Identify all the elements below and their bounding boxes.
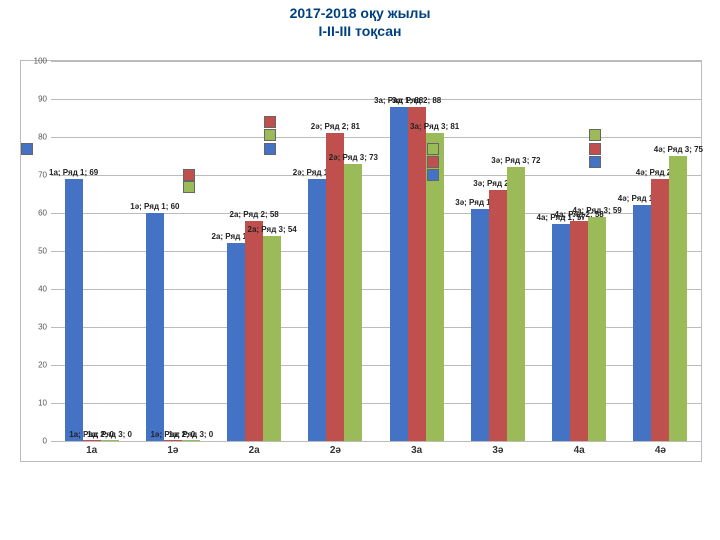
x-category-label: 2а xyxy=(249,445,260,456)
bar xyxy=(651,179,669,441)
legend-marker xyxy=(264,129,276,141)
bar xyxy=(245,221,263,441)
y-tick-label: 70 xyxy=(25,171,47,180)
bar xyxy=(146,213,164,441)
bar xyxy=(308,179,326,441)
plot-area: 01020304050607080901001а; Ряд 1; 691а; Р… xyxy=(51,61,701,441)
bar xyxy=(65,179,83,441)
y-tick-label: 60 xyxy=(25,209,47,218)
bar xyxy=(227,243,245,441)
bar xyxy=(471,209,489,441)
x-category-label: 3а xyxy=(411,445,422,456)
bar xyxy=(390,107,408,441)
legend-marker xyxy=(589,156,601,168)
legend-marker xyxy=(427,169,439,181)
bar-data-label: 3ә; Ряд 3; 72 xyxy=(491,156,540,165)
y-tick-label: 50 xyxy=(25,247,47,256)
x-axis: 1а 1ә 2а 2ә 3а 3ә 4а 4ә xyxy=(51,441,701,461)
bar xyxy=(588,217,606,441)
x-category-label: 1а xyxy=(86,445,97,456)
y-tick-label: 100 xyxy=(25,57,47,66)
bar xyxy=(633,205,651,441)
bar-data-label: 2ә; Ряд 3; 73 xyxy=(329,153,378,162)
title-line1: 2017-2018 оқу жылы xyxy=(0,4,720,22)
y-tick-label: 30 xyxy=(25,323,47,332)
x-category-label: 1ә xyxy=(167,445,178,456)
bar xyxy=(408,107,426,441)
legend-marker xyxy=(427,156,439,168)
bar-data-label: 4а; Ряд 3; 59 xyxy=(573,206,622,215)
bar-data-label: 4ә; Ряд 3; 75 xyxy=(654,145,703,154)
legend-marker xyxy=(589,129,601,141)
bar xyxy=(263,236,281,441)
legend-marker xyxy=(264,116,276,128)
y-tick-label: 80 xyxy=(25,133,47,142)
bar xyxy=(570,221,588,441)
legend-marker xyxy=(427,143,439,155)
x-category-label: 3ә xyxy=(492,445,503,456)
title-line2: I-II-III тоқсан xyxy=(0,22,720,40)
y-tick-label: 10 xyxy=(25,399,47,408)
legend-marker xyxy=(264,143,276,155)
page-root: 2017-2018 оқу жылы I-II-III тоқсан 0 10 20… xyxy=(0,0,720,540)
bar-data-label: 3а; Ряд 2; 88 xyxy=(392,96,441,105)
bar-data-label: 2ә; Ряд 2; 81 xyxy=(311,122,360,131)
chart-title: 2017-2018 оқу жылы I-II-III тоқсан xyxy=(0,0,720,40)
grid-line xyxy=(51,61,701,62)
bar xyxy=(489,190,507,441)
rainbow-decoration xyxy=(0,460,720,540)
x-category-label: 2ә xyxy=(330,445,341,456)
y-tick-label: 40 xyxy=(25,285,47,294)
bar-data-label: 1а; Ряд 3; 0 xyxy=(87,430,132,439)
bar-data-label: 1ә; Ряд 1; 60 xyxy=(130,202,179,211)
bar xyxy=(507,167,525,441)
legend-marker xyxy=(21,143,33,155)
bar-data-label: 2а; Ряд 2; 58 xyxy=(230,210,279,219)
bar-data-label: 3а; Ряд 3; 81 xyxy=(410,122,459,131)
x-category-label: 4а xyxy=(574,445,585,456)
y-tick-label: 90 xyxy=(25,95,47,104)
bar xyxy=(326,133,344,441)
grid-line xyxy=(51,137,701,138)
x-category-label: 4ә xyxy=(655,445,666,456)
bar-data-label: 2а; Ряд 3; 54 xyxy=(248,225,297,234)
legend-marker xyxy=(589,143,601,155)
y-tick-label: 20 xyxy=(25,361,47,370)
bar-data-label: 1ә; Ряд 3; 0 xyxy=(168,430,213,439)
legend-marker xyxy=(183,181,195,193)
grid-line xyxy=(51,175,701,176)
chart-frame: 0 10 20 30 40 50 60 70 80 90 100 1а; Ряд 1; 69 1а; Р… xyxy=(20,60,702,462)
bar xyxy=(344,164,362,441)
bar xyxy=(552,224,570,441)
y-tick-label: 0 xyxy=(25,437,47,446)
bar xyxy=(669,156,687,441)
bar-data-label: 1а; Ряд 1; 69 xyxy=(49,168,98,177)
legend-marker xyxy=(183,169,195,181)
